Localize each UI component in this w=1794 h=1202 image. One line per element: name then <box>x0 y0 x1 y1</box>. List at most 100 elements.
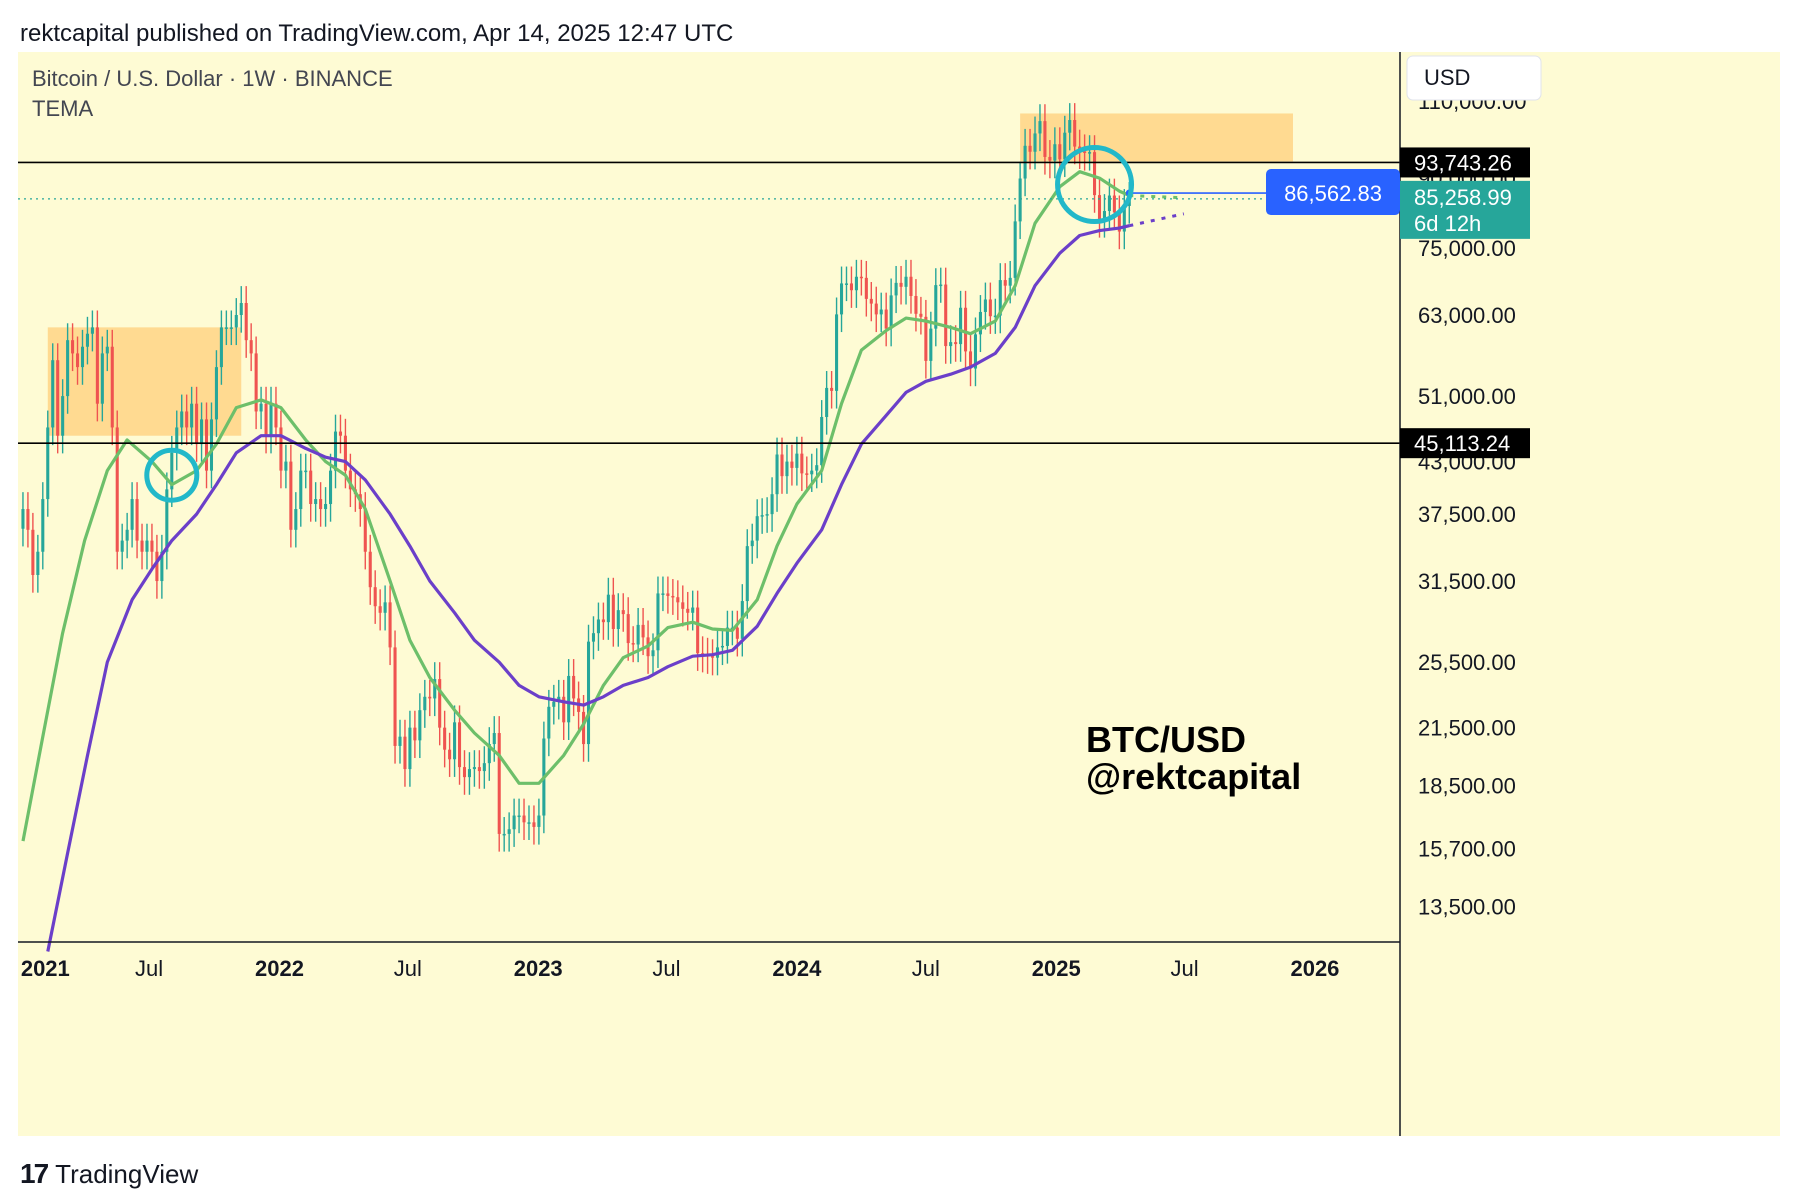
candle-body <box>795 453 799 468</box>
y-tick-label: 75,000.00 <box>1418 236 1516 261</box>
candle-body <box>46 427 50 500</box>
candle-body <box>879 309 883 315</box>
candle-body <box>160 551 164 582</box>
candle-body <box>433 679 437 699</box>
candle-body <box>41 499 45 552</box>
candle-body <box>165 489 169 552</box>
candle-body <box>100 353 104 404</box>
tema-slow-line <box>46 224 1130 952</box>
candle-body <box>373 587 377 607</box>
candle-body <box>254 353 258 412</box>
candle-body <box>939 284 943 287</box>
candle-body <box>1102 211 1107 220</box>
candle-body <box>244 302 248 341</box>
candle-body <box>1048 156 1052 161</box>
symbol-line: Bitcoin / U.S. Dollar · 1W · BINANCE <box>32 66 393 91</box>
candle-body <box>423 696 427 711</box>
candle-body <box>21 509 25 529</box>
y-tick-label: 31,500.00 <box>1418 569 1516 594</box>
candle-body <box>428 696 432 699</box>
candle-body <box>586 641 591 745</box>
candle-body <box>388 602 392 648</box>
candle-body <box>1003 280 1007 286</box>
candle-body <box>1068 120 1072 133</box>
price-chart[interactable]: 110,000.0090,000.0075,000.0063,000.0051,… <box>18 52 1780 1136</box>
candle-body <box>1018 178 1022 222</box>
candle-body <box>110 346 114 428</box>
candle-body <box>944 284 948 347</box>
candle-body <box>889 295 893 329</box>
candle-body <box>839 283 844 315</box>
candle-body <box>512 815 516 830</box>
current-price-label: 85,258.99 <box>1414 185 1512 210</box>
candle-body <box>983 299 987 312</box>
candle-body <box>120 540 124 552</box>
candle-body <box>978 311 982 335</box>
candle-body <box>815 465 819 471</box>
candle-body <box>934 285 938 329</box>
candle-body <box>378 606 382 613</box>
candle-body <box>591 633 596 642</box>
candle-body <box>229 327 233 329</box>
watermark-line-1: @rektcapital <box>1086 756 1301 797</box>
candle-body <box>130 499 134 530</box>
level-tag-label-1: 45,113.24 <box>1414 431 1510 456</box>
candle-body <box>631 643 635 645</box>
candle-body <box>66 340 70 397</box>
candle-body <box>333 431 338 471</box>
candle-body <box>1083 151 1087 153</box>
y-tick-label: 21,500.00 <box>1418 716 1516 741</box>
candle-body <box>368 551 372 588</box>
tema-fast-line <box>21 170 1130 842</box>
x-tick-label: 2023 <box>514 956 563 981</box>
candle-body <box>755 516 759 541</box>
chart-frame[interactable]: 110,000.00 90,000.00 75,000.00 63,000.00 51,… <box>18 52 1780 1136</box>
candle-body <box>874 303 878 315</box>
candle-body <box>467 769 471 778</box>
candle-body <box>214 367 218 420</box>
candle-body <box>492 733 496 745</box>
candle-body <box>572 675 576 699</box>
candle-body <box>408 727 412 770</box>
y-tick-label: 37,500.00 <box>1418 502 1516 527</box>
candle-body <box>418 710 422 741</box>
candle-body <box>696 607 700 654</box>
lines-layer <box>21 170 1185 952</box>
candle-body <box>532 822 536 827</box>
candle-body <box>403 736 407 770</box>
highlight-circle-1 <box>1055 145 1135 225</box>
level-tag-label-0: 93,743.26 <box>1414 150 1512 175</box>
candle-body <box>968 351 973 369</box>
candle-body <box>190 403 194 428</box>
candle-body <box>269 403 273 436</box>
highlight-circle-0 <box>144 447 200 503</box>
candle-body <box>239 302 243 315</box>
candle-body <box>924 316 928 361</box>
candle-body <box>661 593 665 595</box>
candle-body <box>547 706 551 739</box>
candle-body <box>651 650 655 657</box>
candle-body <box>274 403 278 428</box>
candle-body <box>810 470 814 475</box>
candle-body <box>1122 205 1126 232</box>
candle-body <box>760 515 764 517</box>
x-tick-label: Jul <box>652 956 680 981</box>
candle-body <box>448 749 452 760</box>
candle-body <box>150 540 154 552</box>
x-tick-label: 2024 <box>772 956 822 981</box>
candle-body <box>219 327 223 368</box>
candle-body <box>805 473 809 475</box>
candle-body <box>582 711 586 745</box>
candle-body <box>462 767 467 778</box>
candle-body <box>457 722 462 768</box>
candle-body <box>606 594 610 623</box>
y-tick-label: 15,700.00 <box>1418 836 1516 861</box>
candle-body <box>31 529 35 576</box>
candle-body <box>770 494 774 515</box>
candle-body <box>200 419 204 445</box>
y-tick-label: 51,000.00 <box>1418 384 1516 409</box>
x-tick-label: 2022 <box>255 956 304 981</box>
candle-body <box>830 387 834 391</box>
footer-brand[interactable]: 17 TradingView <box>20 1158 198 1190</box>
footer-brand-label: TradingView <box>55 1158 199 1189</box>
